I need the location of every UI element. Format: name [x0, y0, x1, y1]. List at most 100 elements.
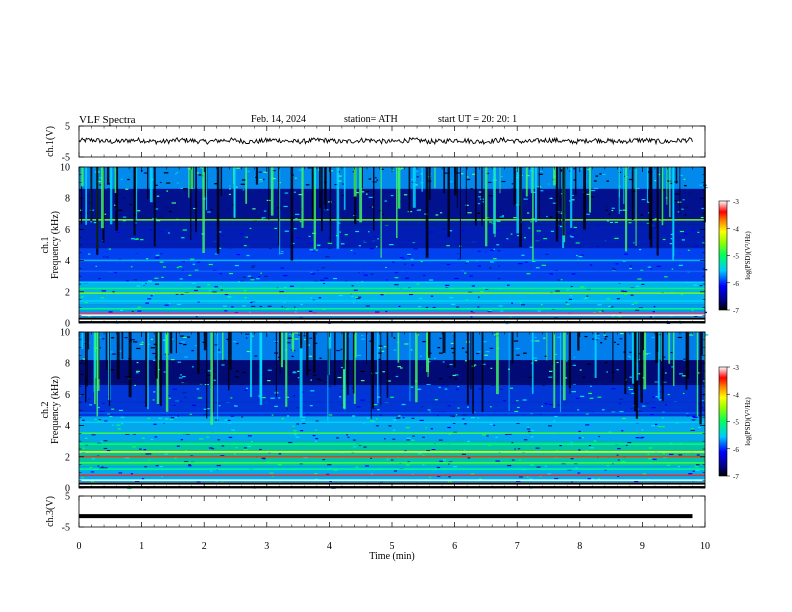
spectrogram-speckle	[127, 235, 133, 237]
spectrogram-streak	[108, 332, 111, 407]
spectrogram-speckle	[356, 406, 361, 408]
spectrogram-speckle	[317, 244, 321, 247]
spectrogram-speckle	[218, 247, 222, 249]
spectrogram-speckle	[96, 180, 101, 183]
spectrogram-speckle	[176, 266, 179, 269]
spectrogram-streak	[372, 332, 374, 409]
spectrogram-speckle	[406, 437, 411, 439]
spectrogram-speckle	[107, 201, 110, 203]
y-tick-label: 5	[65, 492, 70, 503]
spectrogram-speckle	[521, 254, 525, 256]
spectrogram-speckle	[635, 187, 640, 190]
spectrogram-speckle	[439, 460, 443, 462]
spectrogram-speckle	[557, 211, 562, 213]
spectrogram-speckle	[350, 249, 353, 251]
spectrogram-speckle	[236, 370, 239, 372]
spectrogram-speckle	[519, 302, 522, 304]
spectrogram-speckle	[489, 221, 493, 223]
spectrogram-speckle	[650, 413, 654, 416]
spectrogram-speckle	[528, 227, 531, 229]
spectrogram-speckle	[117, 428, 121, 430]
spectrogram-speckle	[342, 183, 345, 185]
spectrogram-speckle	[496, 220, 501, 222]
spectrogram-speckle	[601, 409, 605, 411]
spectrogram-speckle	[95, 265, 98, 267]
spectrogram-speckle	[666, 464, 671, 466]
spectrogram-speckle	[610, 306, 614, 308]
spectrogram-streak	[259, 332, 263, 405]
y-tick-label: 2	[65, 452, 70, 463]
spectrogram-speckle	[283, 274, 288, 277]
spectrogram-speckle	[537, 310, 541, 312]
spectrogram-speckle	[258, 171, 262, 173]
spectrogram-speckle	[505, 433, 508, 436]
spectrogram-streak	[594, 332, 597, 378]
spectrogram-speckle	[244, 236, 249, 238]
spectrogram-speckle	[233, 453, 237, 455]
spectrogram-speckle	[570, 441, 573, 443]
spectrogram-speckle	[293, 430, 297, 432]
spectrogram-speckle	[651, 336, 655, 339]
spectrogram-speckle	[80, 359, 84, 362]
spectrogram-speckle	[133, 279, 138, 281]
spectrogram-speckle	[688, 473, 693, 475]
spectrogram-speckle	[452, 422, 456, 424]
spectrogram-speckle	[683, 358, 686, 360]
spectrogram-speckle	[548, 403, 554, 406]
spectrogram-speckle	[495, 460, 500, 462]
spectrogram-speckle	[652, 316, 655, 318]
spectrogram-speckle	[228, 272, 233, 275]
spectrogram-streak	[412, 167, 416, 208]
spectrogram-speckle	[597, 396, 602, 398]
spectrogram-speckle	[489, 267, 492, 269]
spectrogram-speckle	[247, 435, 252, 437]
spectrogram-speckle	[478, 388, 483, 390]
spectrogram-speckle	[271, 475, 274, 477]
spectrogram-speckle	[178, 342, 183, 345]
spectrogram-speckle	[129, 203, 132, 206]
spectrogram-speckle	[287, 337, 292, 339]
spectrogram-speckle	[322, 459, 326, 461]
spectrogram-speckle	[507, 284, 510, 286]
spectrogram-speckle	[696, 464, 700, 466]
spectrogram-speckle	[449, 376, 452, 378]
spectrogram-speckle	[210, 208, 213, 211]
spectrogram-speckle	[595, 333, 600, 335]
spectrogram-speckle	[230, 415, 235, 417]
spectrogram-speckle	[180, 341, 185, 343]
spectrogram-speckle	[81, 476, 84, 479]
spectrogram-speckle	[352, 171, 355, 173]
spectrogram-speckle	[191, 366, 194, 368]
y-tick-label: 4	[65, 256, 70, 267]
spectrogram-speckle	[667, 393, 670, 396]
spectrogram-speckle	[467, 440, 471, 443]
spectrogram-speckle	[680, 218, 684, 220]
spectrogram-speckle	[449, 296, 454, 299]
y-axis-label-line: ch.1(V)	[45, 126, 56, 157]
spectrogram-lowband-line	[79, 479, 705, 481]
spectrogram-speckle	[244, 389, 248, 391]
spectrogram-streak	[559, 332, 561, 413]
spectrogram-speckle	[604, 205, 608, 208]
spectrogram-lowband-line	[79, 314, 705, 316]
spectrogram-speckle	[578, 449, 581, 451]
spectrogram-speckle	[218, 349, 220, 351]
spectrogram-speckle	[252, 208, 256, 210]
spectrogram-speckle	[295, 407, 300, 409]
spectrogram-speckle	[298, 227, 300, 229]
spectrogram-speckle	[523, 439, 528, 441]
spectrogram-streak	[205, 167, 208, 211]
spectrogram-speckle	[275, 244, 280, 247]
spectrogram-speckle	[293, 228, 297, 230]
y-tick-label: 8	[65, 359, 70, 370]
spectrogram-streak	[499, 167, 501, 194]
spectrogram-speckle	[661, 426, 665, 428]
spectrogram-speckle	[572, 216, 575, 218]
spectrogram-speckle	[245, 337, 248, 339]
spectrogram-speckle	[654, 180, 657, 182]
spectrogram-speckle	[316, 378, 321, 380]
spectrogram-speckle	[410, 178, 413, 180]
spectrogram-speckle	[407, 254, 411, 256]
spectrogram-speckle	[442, 459, 446, 461]
spectrogram-streak	[466, 332, 469, 405]
